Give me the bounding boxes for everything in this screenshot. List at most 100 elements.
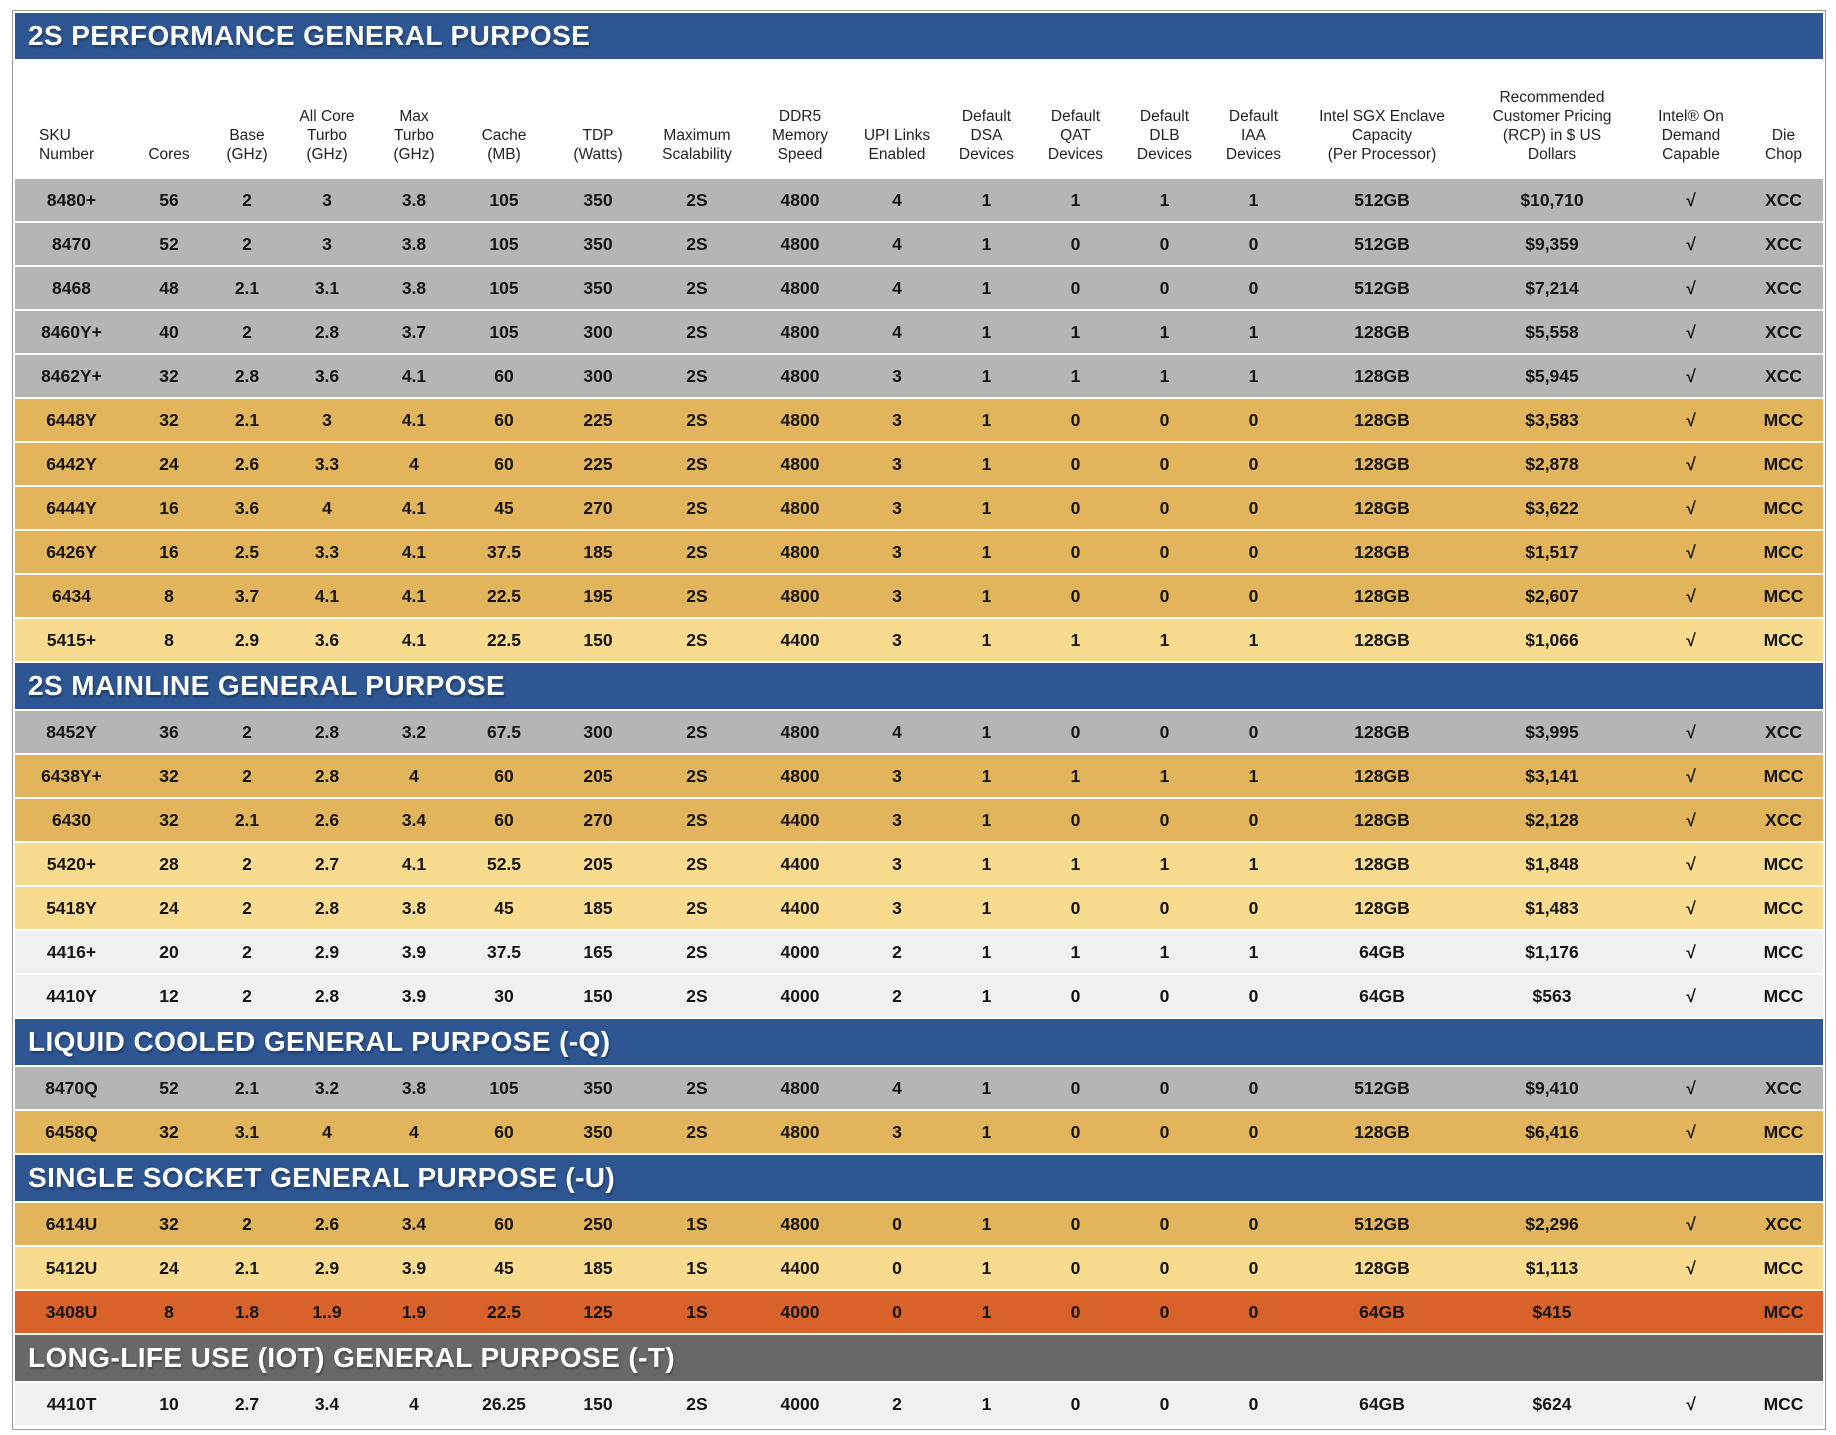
cell-base-ghz: 3.6 bbox=[234, 498, 260, 518]
cell-max-turbo: 3.8 bbox=[401, 1078, 427, 1098]
cell-dlb-devices: 1 bbox=[1159, 366, 1170, 386]
cell-dsa-devices: 1 bbox=[981, 1394, 992, 1414]
cell-max-turbo: 3.8 bbox=[401, 234, 427, 254]
cell-dsa-devices: 1 bbox=[981, 722, 992, 742]
cell-rcp-pricing: $9,359 bbox=[1525, 234, 1579, 254]
cell-ddr5-memory-speed: 4000 bbox=[780, 1394, 820, 1414]
cell-qat-devices: 0 bbox=[1070, 1394, 1081, 1414]
cell-base-ghz: 2.1 bbox=[234, 810, 260, 830]
cell-dsa-devices: 1 bbox=[981, 630, 992, 650]
cell-upi-links: 3 bbox=[892, 766, 902, 786]
cell-base-ghz: 1.8 bbox=[234, 1302, 260, 1322]
cell-sku-number: 5412U bbox=[45, 1258, 98, 1278]
cell-upi-links: 4 bbox=[892, 190, 902, 210]
cell-rcp-pricing: $6,416 bbox=[1525, 1122, 1579, 1142]
check-icon: √ bbox=[1686, 542, 1696, 562]
cell-max-scalability: 2S bbox=[686, 810, 708, 830]
cell-ddr5-memory-speed: 4800 bbox=[780, 454, 820, 474]
section-header: LONG-LIFE USE (IOT) GENERAL PURPOSE (-T) bbox=[15, 1335, 1823, 1381]
cell-ddr5-memory-speed: 4800 bbox=[780, 766, 820, 786]
cell-die-chop: MCC bbox=[1763, 630, 1804, 650]
cell-cores: 20 bbox=[159, 942, 179, 962]
cell-die-chop: MCC bbox=[1763, 1258, 1804, 1278]
cell-max-scalability: 2S bbox=[686, 498, 708, 518]
cell-die-chop: XCC bbox=[1765, 722, 1802, 742]
cell-tdp: 185 bbox=[583, 898, 613, 918]
cell-cache: 45 bbox=[494, 898, 514, 918]
cell-dlb-devices: 1 bbox=[1159, 942, 1170, 962]
cell-cache: 60 bbox=[494, 810, 514, 830]
cell-sgx-capacity: 512GB bbox=[1354, 1214, 1410, 1234]
cell-base-ghz: 3.1 bbox=[234, 1122, 260, 1142]
cell-tdp: 205 bbox=[583, 854, 613, 874]
cell-die-chop: MCC bbox=[1763, 410, 1804, 430]
cell-dsa-devices: 1 bbox=[981, 942, 992, 962]
cell-rcp-pricing: $10,710 bbox=[1520, 190, 1584, 210]
table-row-8468: 8468 48 2.1 3.1 3.8 105 350 2S 4800 4 1 0 0 0 512GB $7,… bbox=[15, 267, 1823, 309]
cell-dsa-devices: 1 bbox=[981, 854, 992, 874]
cell-ddr5-memory-speed: 4800 bbox=[780, 1214, 820, 1234]
cell-cache: 22.5 bbox=[486, 630, 522, 650]
cell-die-chop: MCC bbox=[1763, 986, 1804, 1006]
cell-cores: 8 bbox=[164, 586, 174, 606]
table-row-5412u: 5412U 24 2.1 2.9 3.9 45 185 1S 4400 0 1 0 0 0 128GB $1,… bbox=[15, 1247, 1823, 1289]
check-icon: √ bbox=[1686, 1394, 1696, 1414]
cell-base-ghz: 2.7 bbox=[234, 1394, 260, 1414]
table-row-6442y: 6442Y 24 2.6 3.3 4 60 225 2S 4800 3 1 0 0 0 128GB $2,87… bbox=[15, 443, 1823, 485]
col-header-ddr5-memory-speed: DDR5 Memory Speed bbox=[772, 108, 828, 164]
cell-dsa-devices: 1 bbox=[981, 1122, 992, 1142]
cell-dlb-devices: 1 bbox=[1159, 854, 1170, 874]
cell-rcp-pricing: $2,878 bbox=[1525, 454, 1579, 474]
cell-cache: 52.5 bbox=[486, 854, 522, 874]
cell-max-scalability: 2S bbox=[686, 234, 708, 254]
check-icon: √ bbox=[1686, 810, 1696, 830]
cell-all-core-turbo: 2.8 bbox=[314, 766, 340, 786]
cell-cores: 16 bbox=[159, 498, 179, 518]
cell-die-chop: XCC bbox=[1765, 810, 1802, 830]
cell-iaa-devices: 1 bbox=[1248, 322, 1259, 342]
cell-cache: 37.5 bbox=[486, 942, 522, 962]
cell-all-core-turbo: 3.1 bbox=[314, 278, 340, 298]
cell-die-chop: XCC bbox=[1765, 366, 1802, 386]
cell-tdp: 270 bbox=[583, 498, 613, 518]
cell-max-turbo: 4.1 bbox=[401, 410, 427, 430]
cell-qat-devices: 1 bbox=[1070, 366, 1081, 386]
cell-upi-links: 3 bbox=[892, 542, 902, 562]
cell-cache: 60 bbox=[494, 454, 514, 474]
cell-die-chop: MCC bbox=[1763, 586, 1804, 606]
cell-cache: 26.25 bbox=[482, 1394, 526, 1414]
cell-cores: 40 bbox=[159, 322, 179, 342]
cell-die-chop: MCC bbox=[1763, 898, 1804, 918]
cell-cache: 60 bbox=[494, 1122, 514, 1142]
cell-qat-devices: 0 bbox=[1070, 542, 1081, 562]
check-icon: √ bbox=[1686, 1214, 1696, 1234]
cell-iaa-devices: 0 bbox=[1248, 498, 1259, 518]
cell-ddr5-memory-speed: 4000 bbox=[780, 986, 820, 1006]
cell-cores: 24 bbox=[159, 1258, 179, 1278]
cell-tdp: 150 bbox=[583, 986, 613, 1006]
cell-dsa-devices: 1 bbox=[981, 410, 992, 430]
cell-cores: 32 bbox=[159, 1214, 179, 1234]
cell-dlb-devices: 0 bbox=[1159, 410, 1170, 430]
table-row-4416: 4416+ 20 2 2.9 3.9 37.5 165 2S 4000 2 1 1 1 1 64GB $1,1… bbox=[15, 931, 1823, 973]
cell-all-core-turbo: 3.3 bbox=[314, 454, 340, 474]
cell-iaa-devices: 0 bbox=[1248, 1214, 1259, 1234]
cell-dlb-devices: 1 bbox=[1159, 190, 1170, 210]
cell-max-scalability: 1S bbox=[686, 1302, 708, 1322]
cell-sku-number: 4416+ bbox=[46, 942, 97, 962]
cell-max-scalability: 2S bbox=[686, 586, 708, 606]
cell-ddr5-memory-speed: 4800 bbox=[780, 410, 820, 430]
cell-all-core-turbo: 2.9 bbox=[314, 942, 340, 962]
cell-tdp: 350 bbox=[583, 190, 613, 210]
cell-cores: 48 bbox=[159, 278, 179, 298]
cell-cache: 67.5 bbox=[486, 722, 522, 742]
cell-all-core-turbo: 3.6 bbox=[314, 630, 340, 650]
table-body: 8480+ 56 2 3 3.8 105 350 2S 4800 4 1 1 1 1 512GB $10,71… bbox=[15, 179, 1823, 1425]
cell-sku-number: 3408U bbox=[45, 1302, 98, 1322]
cell-dsa-devices: 1 bbox=[981, 766, 992, 786]
cell-cache: 60 bbox=[494, 366, 514, 386]
cell-rcp-pricing: $5,558 bbox=[1525, 322, 1579, 342]
cell-cache: 45 bbox=[494, 498, 514, 518]
cell-sku-number: 8480+ bbox=[46, 190, 97, 210]
cell-max-scalability: 2S bbox=[686, 898, 708, 918]
